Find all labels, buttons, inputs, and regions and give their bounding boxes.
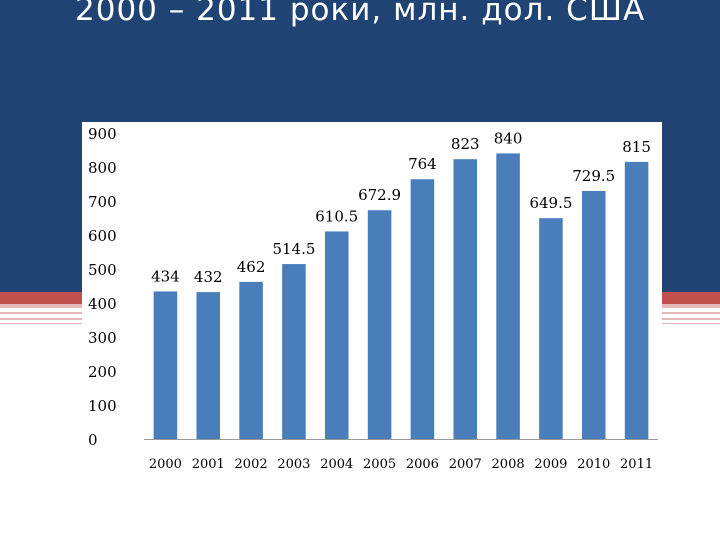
y-tick-label: 200 (88, 363, 117, 381)
bar-2009 (539, 218, 563, 439)
bar-2004 (324, 231, 349, 439)
y-tick-label: 800 (88, 159, 117, 177)
bar-2007 (453, 159, 478, 439)
bar-2005 (367, 210, 392, 439)
y-tick-label: 900 (88, 125, 117, 143)
bar-2000 (153, 291, 178, 439)
data-label: 514.5 (272, 240, 315, 258)
x-tick-label: 2010 (577, 457, 610, 472)
x-tick-label: 2001 (192, 457, 225, 472)
x-tick-label: 2002 (235, 457, 268, 472)
bar-2011 (624, 161, 649, 439)
bars (153, 153, 649, 440)
data-label: 672.9 (358, 186, 401, 204)
data-label: 649.5 (529, 194, 572, 212)
x-tick-label: 2004 (320, 457, 353, 472)
bar-2006 (410, 179, 435, 440)
data-label: 432 (194, 268, 223, 286)
data-label: 462 (237, 258, 266, 276)
bar-2001 (196, 292, 221, 439)
y-tick-label: 500 (88, 261, 117, 279)
x-tick-label: 2009 (534, 457, 567, 472)
x-tick-label: 2006 (406, 457, 439, 472)
y-tick-label: 0 (88, 431, 98, 449)
bar-2003 (282, 264, 306, 439)
data-label: 815 (622, 138, 651, 156)
y-axis: 0 100 200 300 400 500 600 700 800 900 (88, 125, 117, 449)
y-tick-label: 300 (88, 329, 117, 347)
data-label: 434 (151, 267, 180, 285)
bar-2008 (496, 153, 520, 439)
data-label: 840 (494, 129, 523, 147)
x-tick-label: 2007 (449, 457, 482, 472)
data-label: 764 (408, 155, 437, 173)
x-tick-label: 2011 (620, 457, 653, 472)
y-tick-label: 100 (88, 397, 117, 415)
x-tick-label: 2000 (149, 457, 182, 472)
bar-2002 (239, 281, 263, 439)
y-tick-label: 700 (88, 193, 117, 211)
bar-2010 (581, 190, 606, 439)
y-tick-label: 600 (88, 227, 117, 245)
x-axis: 2000 2001 2002 2003 2004 2005 2006 2007 2008 2009… (149, 457, 653, 472)
data-label: 729.5 (572, 167, 615, 185)
x-tick-label: 2008 (492, 457, 525, 472)
x-tick-label: 2005 (363, 457, 396, 472)
data-label: 823 (451, 135, 480, 153)
y-tick-label: 400 (88, 295, 117, 313)
data-label: 610.5 (315, 207, 358, 225)
page-title: 2000 – 2011 роки, млн. дол. США (75, 0, 646, 28)
x-tick-label: 2003 (277, 457, 310, 472)
